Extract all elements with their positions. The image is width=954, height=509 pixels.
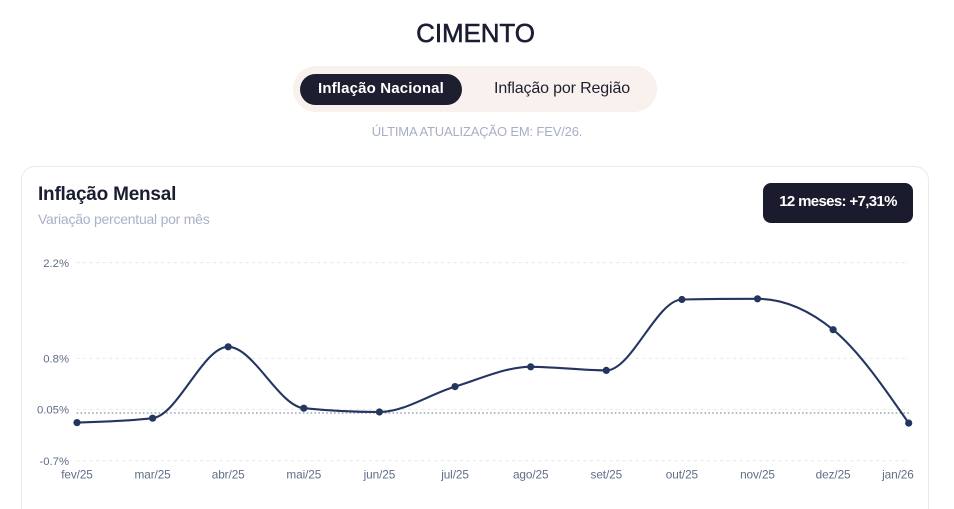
- svg-text:-0.7%: -0.7%: [39, 456, 69, 468]
- svg-text:mar/25: mar/25: [135, 468, 172, 482]
- svg-text:set/25: set/25: [591, 468, 623, 482]
- svg-text:2.2%: 2.2%: [43, 258, 69, 270]
- svg-text:jun/25: jun/25: [363, 468, 396, 482]
- svg-text:0.05%: 0.05%: [37, 405, 69, 417]
- svg-text:ago/25: ago/25: [513, 468, 549, 482]
- svg-text:abr/25: abr/25: [212, 468, 245, 482]
- svg-text:dez/25: dez/25: [816, 468, 851, 482]
- svg-text:fev/25: fev/25: [61, 468, 93, 482]
- svg-text:jan/26: jan/26: [881, 468, 914, 482]
- svg-text:out/25: out/25: [666, 468, 699, 482]
- svg-text:0.8%: 0.8%: [43, 354, 69, 366]
- svg-text:nov/25: nov/25: [740, 468, 775, 482]
- svg-text:jul/25: jul/25: [440, 468, 469, 482]
- svg-text:mai/25: mai/25: [286, 468, 321, 482]
